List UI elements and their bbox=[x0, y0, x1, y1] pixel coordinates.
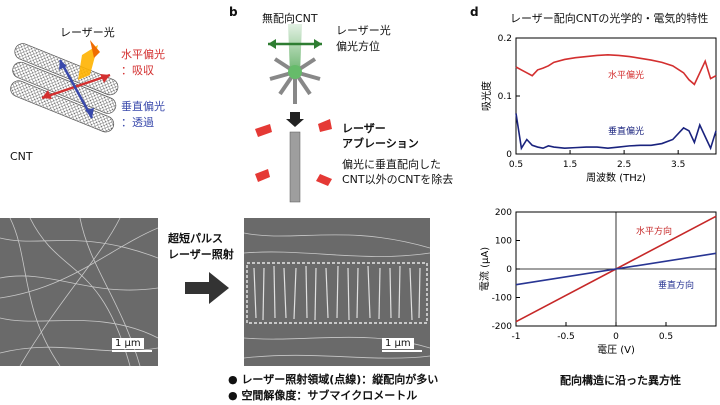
horizontal-polarization-label: 水平偏光 bbox=[121, 48, 165, 61]
y-tick-label: -100 bbox=[492, 294, 513, 304]
scale-bar-left bbox=[112, 350, 152, 352]
iv-caption: 配向構造に沿った異方性 bbox=[560, 374, 681, 387]
x-tick-label: 3.5 bbox=[671, 160, 685, 170]
series-line-1 bbox=[515, 54, 717, 86]
cnt-label: CNT bbox=[10, 150, 33, 163]
cnt-bundle-illustration bbox=[10, 40, 119, 133]
series-line-2 bbox=[515, 113, 717, 151]
series-label-2: 垂直方向 bbox=[658, 279, 694, 291]
right-arrow-icon bbox=[185, 272, 229, 304]
removed-cnt-fragments bbox=[255, 119, 332, 186]
pulse-label-2: レーザー照射 bbox=[168, 248, 234, 261]
y-tick-label: 0.2 bbox=[498, 34, 512, 44]
y-tick-label: 0 bbox=[506, 150, 512, 160]
panel-d-letter: d bbox=[470, 5, 479, 19]
x-tick-label: -1 bbox=[512, 332, 521, 342]
sem-image-before: 1 μm bbox=[0, 218, 158, 366]
polarization-direction-label: 偏光方位 bbox=[336, 40, 380, 53]
down-arrow-icon bbox=[286, 112, 304, 127]
y-axis-label: 電流 (μA) bbox=[478, 247, 491, 291]
x-tick-label: 0.5 bbox=[659, 332, 673, 342]
aligned-cnt bbox=[289, 131, 301, 203]
vertical-polarization-label: 垂直偏光 bbox=[121, 100, 165, 113]
absorb-label: ：吸収 bbox=[121, 64, 154, 77]
panel-d-title: レーザー配向CNTの光学的・電気的特性 bbox=[510, 12, 709, 25]
scale-label-right: 1 μm bbox=[382, 338, 414, 349]
bullet-1: ● レーザー照射領域(点線)：縦配向が多い bbox=[228, 373, 439, 386]
remove-label-2: CNT以外のCNTを除去 bbox=[342, 173, 454, 186]
x-tick-label: 2.5 bbox=[617, 160, 631, 170]
aligned-cnt-region bbox=[253, 265, 421, 321]
y-tick-label: 0.1 bbox=[498, 92, 512, 102]
ablation-illustration bbox=[255, 24, 332, 203]
sem-image-after: 1 μm bbox=[244, 218, 430, 366]
vertical-polarization-arrow bbox=[58, 59, 94, 119]
panel-b-letter: b bbox=[229, 5, 238, 19]
transmit-label: ：透過 bbox=[121, 116, 154, 129]
laser-beam-icon bbox=[78, 45, 98, 80]
y-tick-label: 200 bbox=[495, 208, 512, 218]
scale-label-left: 1 μm bbox=[112, 338, 144, 349]
remove-label-1: 偏光に垂直配向した bbox=[342, 158, 441, 171]
x-axis-label: 電圧 (V) bbox=[597, 344, 635, 356]
x-axis-label: 周波数 (THz) bbox=[586, 171, 646, 184]
x-tick-label: 0 bbox=[613, 332, 619, 342]
y-tick-label: -200 bbox=[492, 322, 513, 332]
ablation-label-2: アブレーション bbox=[342, 137, 419, 150]
series-label-1: 水平偏光 bbox=[608, 69, 644, 81]
pulse-label-1: 超短パルス bbox=[168, 232, 223, 245]
series-line-2 bbox=[515, 252, 717, 286]
y-tick-label: 100 bbox=[495, 237, 512, 247]
irradiated-region-dotted bbox=[246, 262, 428, 324]
bullet-2: ● 空間解像度：サブマイクロメートル bbox=[228, 389, 418, 402]
laser-label-b: レーザー光 bbox=[336, 24, 391, 37]
bullet-1-text: レーザー照射領域(点線)：縦配向が多い bbox=[241, 373, 439, 386]
unaligned-cnt-label: 無配向CNT bbox=[262, 12, 318, 25]
x-tick-label: -0.5 bbox=[557, 332, 575, 342]
y-axis-label: 吸光度 bbox=[480, 81, 493, 111]
cnt-tube bbox=[10, 43, 119, 133]
series-label-1: 水平方向 bbox=[636, 225, 672, 237]
y-tick-label: 0 bbox=[506, 265, 512, 275]
ablation-label-1: レーザー bbox=[342, 122, 386, 135]
x-tick-label: 0.5 bbox=[509, 160, 523, 170]
bullet-2-text: 空間解像度：サブマイクロメートル bbox=[241, 389, 418, 402]
x-tick-label: 1.5 bbox=[563, 160, 577, 170]
scale-bar-right bbox=[382, 350, 422, 352]
series-label-2: 垂直偏光 bbox=[608, 125, 644, 137]
laser-label: レーザー光 bbox=[60, 26, 115, 39]
